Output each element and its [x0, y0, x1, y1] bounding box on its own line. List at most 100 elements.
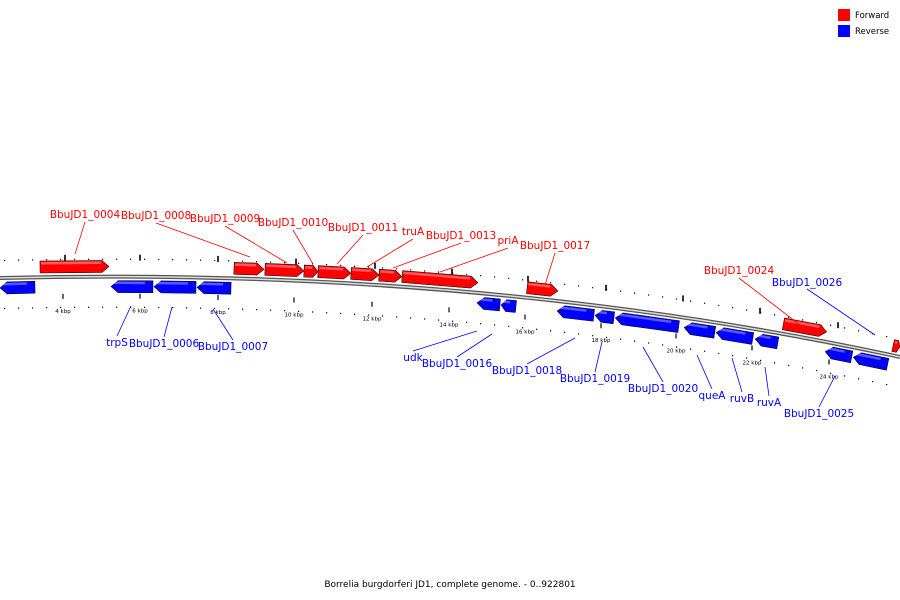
forward-gene-arrow-highlight [403, 271, 471, 280]
upper-track-dot [844, 327, 846, 329]
reverse-gene-arrow-highlight [616, 313, 672, 324]
upper-track-dot [676, 298, 678, 300]
forward-gene-arrow-body [350, 267, 380, 281]
reverse-leader-line [696, 354, 713, 390]
lower-track-dot [214, 307, 216, 310]
upper-track-dot [32, 259, 34, 261]
upper-track-dot [620, 290, 622, 292]
reverse-gene-arrow-body [852, 352, 890, 371]
upper-major-tick [217, 255, 219, 262]
lower-track-dot [88, 306, 90, 308]
forward-gene-arrow-body [891, 339, 900, 353]
forward-gene-arrow [781, 317, 828, 337]
upper-track-dot [214, 259, 216, 262]
lower-track-dot [592, 335, 594, 337]
lower-track-dot [564, 331, 566, 333]
lower-track-dot [760, 359, 762, 362]
reverse-gene-label: trpS [106, 337, 128, 349]
scale-tick-label: 20 kbp [667, 348, 686, 354]
reverse-gene-label: BbuJD1_0020 [628, 383, 698, 395]
upper-track-dot [242, 260, 244, 262]
lower-track-dot [396, 316, 398, 318]
reverse-gene-arrow [824, 346, 854, 364]
lower-track-dot [326, 312, 328, 314]
reverse-gene-arrow-highlight [596, 310, 607, 315]
reverse-leader-line [412, 330, 478, 352]
reverse-gene-arrow-highlight [558, 306, 587, 312]
forward-leader-line [224, 225, 288, 264]
reverse-gene-arrow-body [614, 312, 680, 333]
upper-track-dot [186, 259, 188, 261]
lower-track-dot [690, 348, 692, 350]
reverse-gene-arrow-body [476, 297, 501, 312]
forward-gene-arrow-body [303, 264, 319, 278]
upper-track-dot [18, 259, 20, 261]
upper-track-dot [634, 292, 636, 294]
forward-gene-arrow-highlight [352, 268, 372, 273]
scale-tick-label: 16 kbp [516, 330, 535, 336]
lower-track-dot [746, 357, 748, 359]
reverse-gene-label: BbuJD1_0006 [129, 338, 200, 350]
reverse-gene-arrow-highlight [155, 281, 189, 285]
reverse-gene-arrow [196, 281, 232, 295]
lower-track-dot [354, 313, 356, 315]
forward-leader-line [336, 234, 364, 265]
lower-track-dot [802, 367, 804, 369]
reverse-leader-line [642, 346, 664, 383]
lower-track-dot [578, 333, 580, 335]
reverse-gene-arrow-body [683, 322, 717, 339]
upper-track-dot [550, 282, 552, 284]
scale-tick-label: 12 kbp [363, 317, 382, 323]
upper-track-dot [410, 269, 412, 271]
upper-track-dot [508, 277, 510, 279]
map-caption: Borrelia burgdorferi JD1, complete genom… [324, 580, 575, 590]
forward-leader-line [738, 277, 801, 326]
scale-tick-label: 4 kbp [55, 309, 71, 315]
forward-gene-label: BbuJD1_0024 [704, 265, 775, 277]
upper-track-dot [522, 279, 524, 281]
forward-gene-arrow [303, 264, 319, 278]
reverse-leader-line [764, 366, 770, 397]
upper-track-dot [396, 268, 398, 270]
upper-track-dot [354, 265, 356, 267]
backbone-inner-line [0, 275, 900, 358]
upper-track-dot [494, 276, 496, 278]
lower-track-dot [550, 330, 552, 332]
reverse-gene-arrow [754, 333, 780, 350]
forward-gene-arrow-body [233, 262, 265, 276]
forward-gene-arrow-highlight [266, 264, 297, 269]
forward-gene-label: BbuJD1_0004 [50, 209, 121, 221]
lower-track-dot [732, 355, 734, 357]
reverse-gene-label: BbuJD1_0016 [422, 358, 493, 370]
upper-track-dot [830, 324, 832, 326]
scale-tick-label: 22 kbp [743, 360, 762, 366]
forward-gene-arrow-body [317, 265, 352, 280]
reverse-gene-arrow-body [754, 333, 780, 350]
reverse-leader-line [456, 333, 493, 358]
reverse-gene-arrow-body [715, 327, 755, 345]
upper-track-dot [60, 258, 62, 261]
lower-track-dot [774, 362, 776, 364]
label-leader-lines [74, 221, 876, 408]
upper-track-dot [74, 258, 76, 260]
upper-track-dot [340, 264, 342, 267]
lower-track-dot [228, 308, 230, 310]
reverse-gene-arrow-body [824, 346, 854, 364]
reverse-gene-arrow [715, 327, 755, 345]
reverse-gene-arrow-body [110, 280, 154, 294]
lower-track-dot [522, 327, 524, 329]
reverse-gene-arrow [683, 322, 717, 339]
forward-gene-label: BbuJD1_0011 [328, 222, 398, 234]
forward-gene-arrow-highlight [235, 263, 257, 267]
reverse-gene-arrow [594, 310, 615, 325]
reverse-gene-arrow [556, 305, 595, 322]
reverse-gene-arrow-highlight [198, 282, 224, 286]
lower-track-dot [886, 383, 888, 386]
lower-track-dot [382, 315, 384, 317]
upper-track-dot [480, 275, 482, 277]
upper-track-dot [144, 258, 146, 260]
reverse-gene-arrow-body [556, 305, 595, 322]
forward-gene-label: BbuJD1_0008 [121, 210, 191, 222]
reverse-gene-label: udk [403, 352, 423, 364]
lower-track-dot [676, 346, 678, 348]
